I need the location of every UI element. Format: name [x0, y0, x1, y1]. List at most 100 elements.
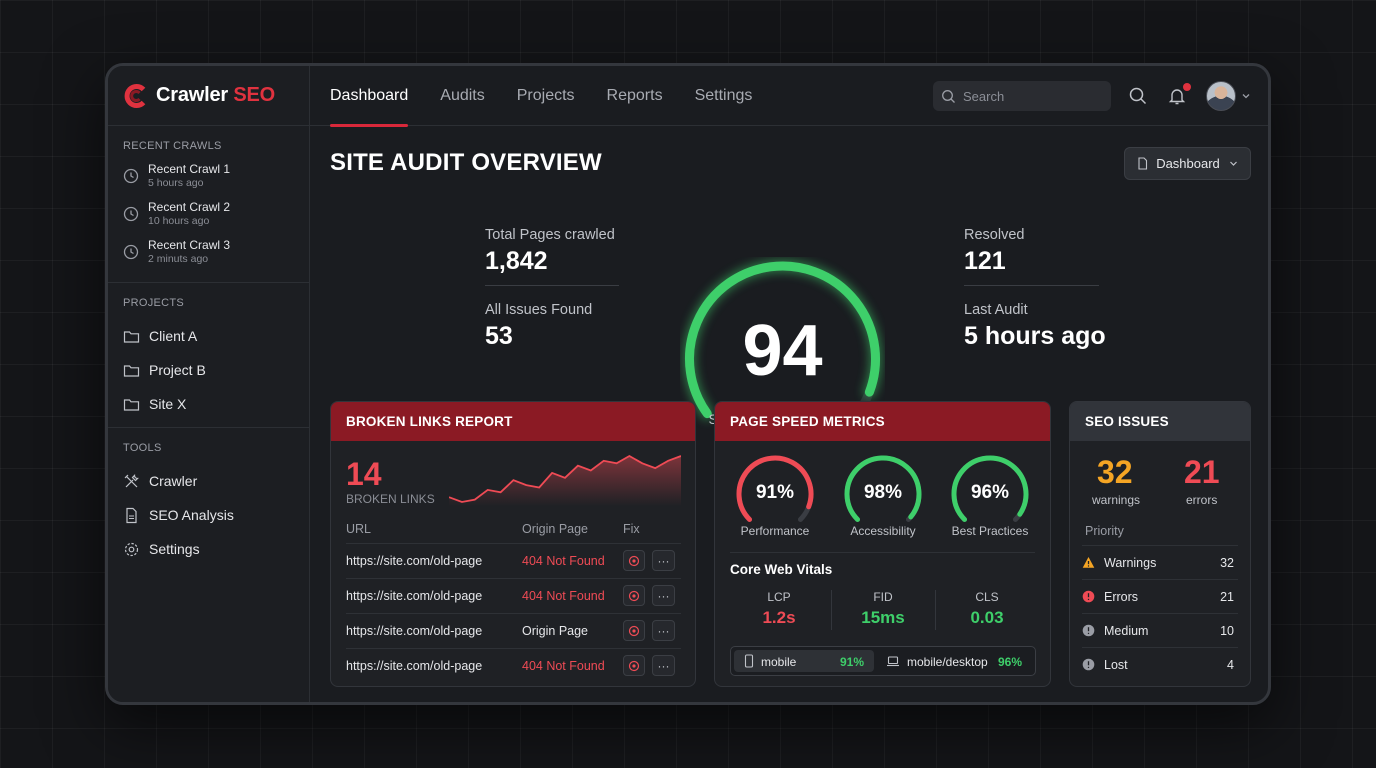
cwv-label: LCP [767, 590, 791, 604]
card-title: SEO ISSUES [1070, 402, 1250, 441]
row-url[interactable]: https://site.com/old-page [346, 589, 483, 603]
recent-crawl-2[interactable]: Recent Crawl 2 10 hours ago [123, 200, 309, 238]
folder-icon [123, 398, 140, 411]
accessibility-value: 98% [863, 482, 903, 503]
cwv-label: CLS [975, 590, 999, 604]
row-origin: Origin Page [522, 624, 589, 638]
info-icon [1082, 624, 1095, 637]
sidebar: Crawler SEO RECENT CRAWLS Recent Crawl 1… [108, 66, 310, 702]
info-icon [1082, 658, 1095, 671]
chevron-down-icon [1229, 161, 1237, 166]
row-url[interactable]: https://site.com/old-page [346, 554, 483, 568]
performance-value: 91% [755, 482, 795, 503]
row-url[interactable]: https://site.com/old-page [346, 624, 483, 638]
cwv-cls: CLS 0.03 [937, 590, 1037, 628]
broken-links-sparkline [449, 454, 681, 506]
tab-dashboard[interactable]: Dashboard [330, 66, 409, 127]
more-button[interactable]: ··· [652, 620, 675, 641]
tab-projects[interactable]: Projects [516, 86, 575, 104]
fix-button[interactable] [623, 620, 645, 641]
sidebar-item-label: Site X [149, 396, 187, 412]
sidebar-item-project-b[interactable]: Project B [123, 353, 309, 387]
fix-button[interactable] [623, 585, 645, 606]
divider [730, 552, 1035, 553]
device-toggle[interactable]: mobile 91% mobile/desktop 96% [730, 646, 1036, 676]
row-url[interactable]: https://site.com/old-page [346, 659, 483, 673]
core-web-vitals-title: Core Web Vitals [730, 562, 833, 577]
issue-count: 4 [1227, 658, 1234, 672]
crawl-name: Recent Crawl 1 [148, 162, 231, 176]
fix-button[interactable] [623, 655, 645, 676]
projects-section: PROJECTS Client A Project B Site X [108, 283, 309, 428]
row-origin: 404 Not Found [522, 554, 605, 568]
row-origin: 404 Not Found [522, 589, 605, 603]
issue-label: Medium [1104, 624, 1149, 638]
divider [964, 285, 1099, 286]
tab-settings[interactable]: Settings [694, 86, 753, 104]
page-speed-card: PAGE SPEED METRICS 91% Performance 98% A… [714, 401, 1051, 687]
row-origin: 404 Not Found [522, 659, 605, 673]
notification-badge [1183, 83, 1191, 91]
table-row: https://site.com/old-page Origin Page ··… [346, 613, 681, 647]
laptop-icon [887, 656, 899, 667]
top-navigation: Dashboard Audits Projects Reports Settin… [310, 66, 1268, 127]
stat-value: 53 [485, 322, 513, 350]
device-value: 91% [840, 655, 865, 669]
column-header-origin: Origin Page [522, 522, 589, 536]
chevron-down-icon[interactable] [1240, 90, 1252, 102]
cwv-value: 15ms [861, 608, 905, 627]
recent-crawls-title: RECENT CRAWLS [123, 140, 222, 152]
list-item[interactable]: Warnings 32 [1082, 545, 1238, 579]
fix-icon [628, 625, 640, 636]
more-button[interactable]: ··· [652, 550, 675, 571]
tab-audits[interactable]: Audits [440, 86, 485, 104]
broken-links-count: 14 [346, 456, 382, 492]
sidebar-item-label: SEO Analysis [149, 507, 234, 523]
sparkline-area [449, 456, 681, 506]
search-box[interactable] [933, 81, 1111, 111]
document-icon [1138, 157, 1148, 170]
sidebar-item-site-x[interactable]: Site X [123, 387, 309, 421]
search-input[interactable] [963, 88, 1103, 104]
fix-button[interactable] [623, 550, 645, 571]
crawl-time: 2 minuts ago [148, 253, 209, 265]
sidebar-item-seo-analysis[interactable]: SEO Analysis [123, 498, 309, 532]
more-button[interactable]: ··· [652, 585, 675, 606]
tools-section: TOOLS Crawler SEO Analysis Settings [108, 428, 309, 572]
list-item[interactable]: Lost 4 [1082, 647, 1238, 681]
avatar[interactable] [1206, 81, 1236, 111]
seo-issues-card: SEO ISSUES 32 warnings 21 errors Priorit… [1069, 401, 1251, 687]
stat-label: Resolved [964, 227, 1025, 243]
dashboard-dropdown[interactable]: Dashboard [1124, 147, 1251, 180]
clock-icon [123, 244, 139, 260]
list-item[interactable]: Errors 21 [1082, 579, 1238, 613]
search-icon[interactable] [1128, 86, 1148, 106]
bell-icon[interactable] [1167, 86, 1187, 106]
tab-reports[interactable]: Reports [606, 86, 663, 104]
stat-label: All Issues Found [485, 302, 593, 318]
sidebar-item-label: Crawler [149, 473, 198, 489]
clock-icon [123, 206, 139, 222]
crawl-time: 10 hours ago [148, 215, 210, 227]
device-label[interactable]: mobile/desktop [907, 655, 988, 669]
brand[interactable]: Crawler SEO [108, 66, 309, 126]
projects-title: PROJECTS [123, 297, 185, 309]
sidebar-item-client-a[interactable]: Client A [123, 319, 309, 353]
folder-icon [123, 330, 140, 343]
broken-links-label: BROKEN LINKS [346, 492, 435, 506]
accessibility-ring [844, 455, 922, 522]
list-item[interactable]: Medium 10 [1082, 613, 1238, 647]
sidebar-item-settings[interactable]: Settings [123, 532, 309, 566]
warnings-count: 32 [1097, 454, 1133, 490]
sidebar-item-crawler[interactable]: Crawler [123, 464, 309, 498]
card-title: BROKEN LINKS REPORT [331, 402, 695, 441]
warning-icon [1082, 557, 1095, 568]
stat-label: Last Audit [964, 302, 1028, 318]
stat-label: Total Pages crawled [485, 227, 615, 243]
more-button[interactable]: ··· [652, 655, 675, 676]
main-content: SITE AUDIT OVERVIEW Dashboard Total Page… [310, 127, 1268, 702]
device-mobile-tab[interactable] [734, 650, 874, 672]
